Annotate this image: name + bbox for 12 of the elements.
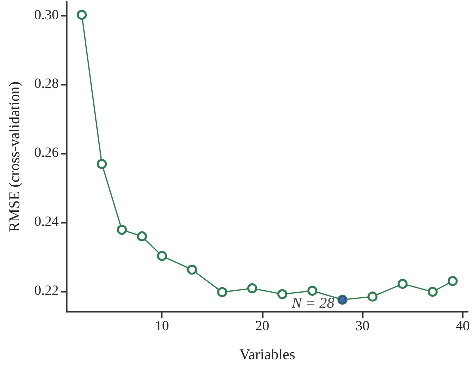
x-tick-label: 40 bbox=[456, 320, 470, 334]
y-tick-label: 0.22 bbox=[34, 284, 59, 299]
x-tick-label: 30 bbox=[356, 320, 370, 334]
y-tick-label: 0.24 bbox=[34, 214, 59, 230]
y-tick-label: 0.28 bbox=[34, 77, 59, 92]
annotation: N = 28 bbox=[291, 296, 336, 312]
x-tick-label: 20 bbox=[255, 320, 270, 334]
x-tick-label: 10 bbox=[155, 320, 170, 334]
x-axis-title: Variables bbox=[240, 348, 296, 364]
y-tick-label: 0.30 bbox=[34, 8, 59, 24]
y-axis-title: RMSE (cross-validation) bbox=[8, 82, 24, 232]
y-tick-label: 0.26 bbox=[34, 146, 59, 162]
